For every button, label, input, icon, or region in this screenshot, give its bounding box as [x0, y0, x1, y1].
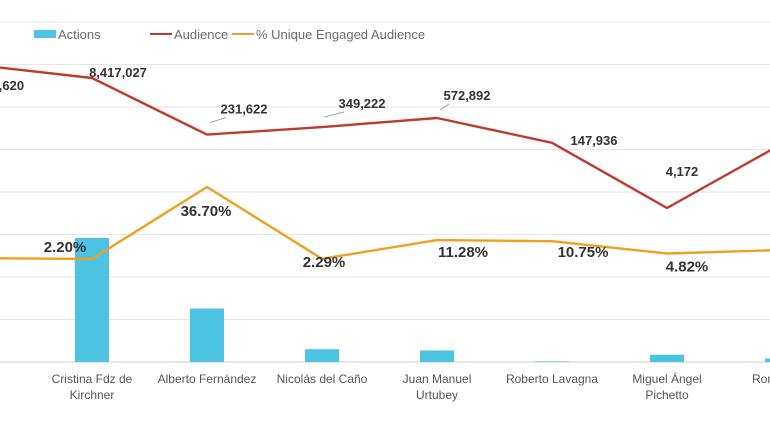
actions-bars — [75, 238, 770, 362]
line-audience — [0, 66, 770, 210]
x-tick-label: Kirchner — [70, 388, 115, 402]
x-tick-label: Urtubey — [416, 388, 458, 402]
data-labels: 10,202,620 8,417,027 231,622 349,222 572,892… — [0, 65, 709, 276]
x-tick-label: Pichetto — [645, 388, 689, 402]
x-tick-label: Nicolás del Caño — [277, 372, 368, 386]
bar-actions-miguel-angel-pichetto — [650, 354, 684, 362]
legend-label-unique-engaged-audience: % Unique Engaged Audience — [256, 27, 425, 42]
legend-label-audience: Audience — [174, 27, 228, 42]
label-connector — [439, 103, 450, 111]
legend-label-actions: Actions — [58, 27, 101, 42]
bar-actions-romina-del-pla — [765, 358, 770, 362]
line-unique-engaged-audience — [0, 185, 770, 261]
series-lines — [0, 66, 770, 261]
x-tick-label: Cristina Fdz de — [52, 372, 133, 386]
label-connector — [209, 117, 227, 124]
label-pct-cristina-fdz-de-kirchner: 2.20% — [44, 239, 87, 256]
bar-actions-roberto-lavagna — [535, 361, 569, 362]
label-audience-alberto-fernandez: 231,622 — [221, 102, 268, 117]
label-pct-nicolas-del-cano: 2.29% — [303, 254, 346, 271]
bar-actions-juan-manuel-urtubey — [420, 350, 454, 362]
label-connector — [323, 111, 345, 118]
label-audience-cristina-fdz-de-kirchner: 8,417,027 — [89, 65, 147, 80]
legend-swatch-actions — [34, 30, 56, 38]
label-audience-juan-manuel-urtubey: 572,892 — [444, 88, 491, 103]
bar-actions-nicolas-del-cano — [305, 349, 339, 362]
bar-actions-cristina-fdz-de-kirchner — [75, 238, 109, 362]
x-tick-label: Alberto Fernández — [158, 372, 257, 386]
label-audience-roberto-lavagna: 147,936 — [571, 133, 618, 148]
label-pct-juan-manuel-urtubey: 11.28% — [438, 244, 488, 261]
legend: Actions Audience % Unique Engaged Audience — [34, 27, 425, 42]
label-pct-alberto-fernandez: 36.70% — [181, 203, 232, 220]
label-audience-miguel-angel-pichetto: 4,172 — [666, 164, 699, 179]
x-tick-label: Miguel Ángel — [632, 371, 701, 386]
x-tick-label: Juan Manuel — [403, 372, 472, 386]
label-pct-miguel-angel-pichetto: 4.82% — [666, 259, 709, 276]
bar-actions-alberto-fernandez — [190, 308, 224, 362]
label-audience-mauricio-macri: 10,202,620 — [0, 78, 24, 93]
x-tick-label: Roberto Lavagna — [506, 372, 598, 386]
x-tick-label: Romi — [752, 372, 770, 386]
label-pct-roberto-lavagna: 10.75% — [558, 244, 609, 261]
gridlines — [0, 21, 770, 363]
label-audience-nicolas-del-cano: 349,222 — [339, 96, 386, 111]
